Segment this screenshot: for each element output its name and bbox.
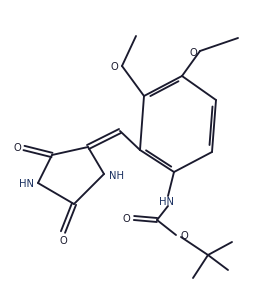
Text: O: O bbox=[180, 231, 188, 241]
Text: O: O bbox=[110, 62, 118, 72]
Text: HN: HN bbox=[158, 197, 173, 207]
Text: O: O bbox=[189, 48, 197, 58]
Text: NH: NH bbox=[109, 171, 125, 181]
Text: O: O bbox=[13, 143, 21, 153]
Text: O: O bbox=[122, 214, 130, 224]
Text: HN: HN bbox=[19, 179, 34, 189]
Text: O: O bbox=[59, 236, 67, 246]
